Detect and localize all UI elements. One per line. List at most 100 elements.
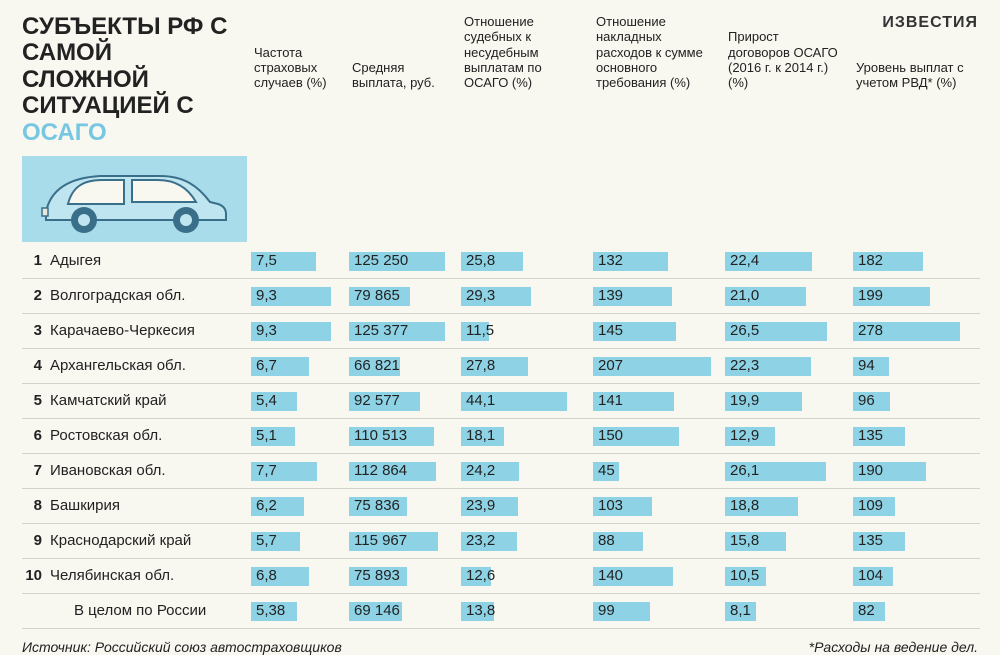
value-label: 6,8 [253,567,277,584]
data-cell: 190 [849,454,977,488]
data-cell: 7,7 [247,454,345,488]
value-label: 22,3 [727,357,759,374]
value-label: 25,8 [463,252,495,269]
footnote-text: *Расходы на ведение дел. [809,639,978,655]
data-cell: 9,3 [247,314,345,348]
data-cell: 66 821 [345,349,457,383]
column-header: Отношение судебных к несудебным выплатам… [458,14,590,97]
footer: Источник: Российский союз автостраховщик… [0,629,1000,655]
region-name: Карачаево-Черкесия [48,322,247,339]
data-cell: 22,3 [721,349,849,383]
region-name: Башкирия [48,497,247,514]
column-header: Отношение накладных расходов к сумме осн… [590,14,722,97]
value-label: 21,0 [727,287,759,304]
data-cell: 88 [589,524,721,558]
data-cell: 15,8 [721,524,849,558]
value-label: 207 [595,357,623,374]
value-label: 140 [595,567,623,584]
value-label: 125 250 [351,252,408,269]
value-label: 150 [595,427,623,444]
value-label: 26,1 [727,462,759,479]
data-cell: 5,7 [247,524,345,558]
value-label: 135 [855,532,883,549]
value-label: 27,8 [463,357,495,374]
data-cell: 79 865 [345,279,457,313]
value-label: 141 [595,392,623,409]
value-label: 9,3 [253,322,277,339]
value-label: 79 865 [351,287,400,304]
value-label: 11,5 [463,322,494,339]
data-cell: 92 577 [345,384,457,418]
value-label: 23,2 [463,532,495,549]
value-label: 135 [855,427,883,444]
data-cell: 23,9 [457,489,589,523]
data-cell: 5,1 [247,419,345,453]
data-cell: 104 [849,559,977,593]
table-row: 3Карачаево-Черкесия9,3125 37711,514526,5… [22,314,980,349]
region-name: Ивановская обл. [48,462,247,479]
value-label: 103 [595,497,623,514]
data-cell: 99 [589,594,721,628]
region-name: Челябинская обл. [48,567,247,584]
table-row: 6Ростовская обл.5,1110 51318,115012,9135 [22,419,980,454]
column-headers: Частота страховых случаев (%)Средняя вып… [242,14,978,97]
table-row: 9Краснодарский край5,7115 96723,28815,81… [22,524,980,559]
data-cell: 94 [849,349,977,383]
row-number: 2 [22,287,48,304]
data-cell: 29,3 [457,279,589,313]
data-cell: 182 [849,244,977,278]
data-cell: 13,8 [457,594,589,628]
value-label: 94 [855,357,875,374]
value-label: 5,1 [253,427,277,444]
data-cell: 8,1 [721,594,849,628]
data-cell: 110 513 [345,419,457,453]
data-cell: 45 [589,454,721,488]
brand-logo: ИЗВЕСТИЯ [882,14,978,32]
value-label: 22,4 [727,252,759,269]
value-label: 26,5 [727,322,759,339]
value-label: 199 [855,287,883,304]
column-header: Частота страховых случаев (%) [248,45,346,97]
value-label: 6,2 [253,497,277,514]
data-cell: 12,9 [721,419,849,453]
value-label: 5,7 [253,532,277,549]
data-cell: 207 [589,349,721,383]
value-label: 278 [855,322,883,339]
value-label: 190 [855,462,883,479]
value-label: 88 [595,532,615,549]
table-row: 5Камчатский край5,492 57744,114119,996 [22,384,980,419]
page-title: Субъекты РФ с самой сложной ситуацией с … [22,14,242,152]
data-cell: 82 [849,594,977,628]
table-row: 4Архангельская обл.6,766 82127,820722,39… [22,349,980,384]
data-cell: 6,2 [247,489,345,523]
data-cell: 11,5 [457,314,589,348]
data-cell: 140 [589,559,721,593]
data-cell: 23,2 [457,524,589,558]
data-cell: 5,38 [247,594,345,628]
row-number: 9 [22,532,48,549]
value-label: 29,3 [463,287,495,304]
value-label: 110 513 [351,427,407,444]
data-cell: 278 [849,314,977,348]
value-label: 10,5 [727,567,759,584]
data-cell: 109 [849,489,977,523]
data-cell: 25,8 [457,244,589,278]
table-row: 1Адыгея7,5125 25025,813222,4182 [22,244,980,279]
value-label: 24,2 [463,462,495,479]
value-label: 66 821 [351,357,400,374]
value-label: 99 [595,602,615,619]
data-cell: 75 893 [345,559,457,593]
data-cell: 125 377 [345,314,457,348]
value-label: 9,3 [253,287,277,304]
data-cell: 135 [849,419,977,453]
data-cell: 69 146 [345,594,457,628]
value-label: 75 836 [351,497,400,514]
value-label: 75 893 [351,567,400,584]
data-cell: 18,8 [721,489,849,523]
row-number: 5 [22,392,48,409]
value-label: 109 [855,497,883,514]
data-cell: 75 836 [345,489,457,523]
value-label: 18,8 [727,497,759,514]
data-cell: 132 [589,244,721,278]
value-label: 12,9 [727,427,759,444]
